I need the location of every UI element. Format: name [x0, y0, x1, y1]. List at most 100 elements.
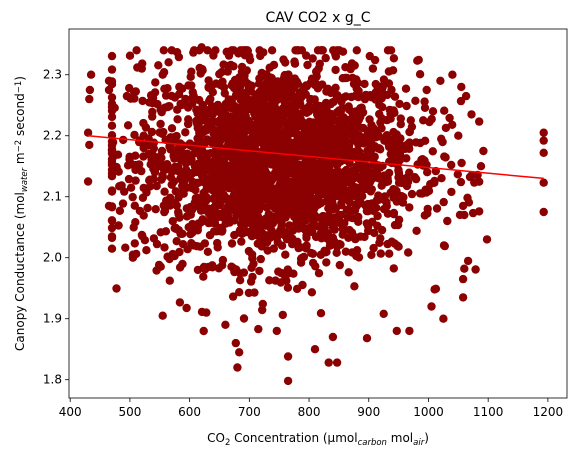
scatter-point [330, 116, 340, 125]
scatter-point [200, 216, 209, 225]
scatter-point [107, 172, 117, 181]
scatter-point [262, 203, 272, 212]
scatter-point [299, 83, 308, 92]
scatter-point [107, 93, 117, 102]
scatter-point [107, 186, 117, 195]
scatter-point [375, 238, 384, 247]
scatter-point [460, 210, 469, 220]
scatter-point [255, 266, 264, 276]
scatter-point [297, 46, 307, 55]
scatter-point [166, 173, 176, 182]
scatter-point [238, 184, 247, 194]
scatter-point [188, 99, 197, 108]
scatter-point [160, 243, 169, 252]
scatter-point [277, 222, 286, 231]
scatter-point [182, 212, 192, 221]
scatter-point [362, 334, 372, 343]
scatter-point [260, 142, 269, 151]
scatter-point [281, 273, 290, 282]
scatter-point [166, 193, 175, 202]
scatter-point [209, 51, 218, 60]
scatter-point [194, 122, 203, 131]
scatter-point [344, 105, 354, 114]
scatter-point [290, 158, 299, 168]
scatter-point [270, 200, 280, 210]
scatter-point [255, 174, 264, 183]
scatter-point [202, 124, 212, 133]
y-tick-label: 1.9 [43, 312, 62, 326]
scatter-point [308, 134, 317, 143]
scatter-point [104, 76, 114, 86]
scatter-point [214, 149, 223, 158]
scatter-point [188, 219, 197, 229]
scatter-point [457, 158, 466, 168]
scatter-point [332, 91, 341, 101]
scatter-point [290, 92, 299, 101]
scatter-point [219, 173, 228, 182]
scatter-point [407, 189, 417, 199]
scatter-point [427, 302, 436, 311]
x-tick-label: 1200 [533, 405, 564, 419]
scatter-point [203, 182, 212, 191]
scatter-point [427, 114, 436, 124]
scatter-point [150, 88, 160, 97]
scatter-point [438, 137, 447, 147]
scatter-point [217, 118, 226, 127]
scatter-point [389, 54, 399, 63]
scatter-point [322, 105, 331, 114]
scatter-point [275, 120, 284, 129]
scatter-point [276, 144, 285, 153]
scatter-point [245, 52, 254, 61]
scatter-point [252, 226, 262, 235]
scatter-point [362, 138, 372, 147]
scatter-point [144, 149, 153, 159]
scatter-point [352, 251, 361, 261]
scatter-point [312, 200, 321, 210]
scatter-point [379, 309, 388, 318]
scatter-point [350, 282, 359, 291]
scatter-point [360, 79, 369, 89]
scatter-point [303, 105, 312, 115]
scatter-point [377, 124, 386, 133]
scatter-point [83, 177, 93, 186]
scatter-point [359, 123, 368, 133]
scatter-point [175, 82, 184, 92]
scatter-point [471, 265, 480, 274]
scatter-point [479, 146, 488, 156]
scatter-point [294, 199, 303, 209]
scatter-point [219, 111, 228, 121]
scatter-point [175, 298, 185, 307]
scatter-point [428, 107, 438, 116]
scatter-point [271, 276, 280, 285]
scatter-point [184, 173, 193, 182]
scatter-point [377, 225, 387, 235]
scatter-point [366, 187, 375, 196]
scatter-point [405, 203, 414, 212]
scatter-point [261, 169, 270, 178]
scatter-point [316, 309, 326, 318]
scatter-point [199, 272, 208, 281]
scatter-point [539, 207, 548, 217]
scatter-point [436, 76, 445, 86]
scatter-point [86, 70, 96, 79]
scatter-point [392, 326, 401, 336]
scatter-point [283, 352, 293, 361]
axes-frame [68, 28, 568, 399]
scatter-point [346, 64, 355, 74]
scatter-point [432, 204, 442, 213]
scatter-point [209, 227, 219, 236]
scatter-point [334, 127, 343, 136]
scatter-point [395, 171, 404, 181]
scatter-point [396, 120, 405, 129]
scatter-point [263, 84, 273, 93]
scatter-point [176, 175, 185, 184]
scatter-point [350, 126, 359, 136]
scatter-point [357, 103, 366, 112]
scatter-point [298, 164, 307, 173]
scatter-point [292, 142, 302, 151]
scatter-point [224, 51, 234, 60]
scatter-point [187, 67, 196, 76]
scatter-point [182, 303, 191, 313]
scatter-point [383, 46, 393, 55]
